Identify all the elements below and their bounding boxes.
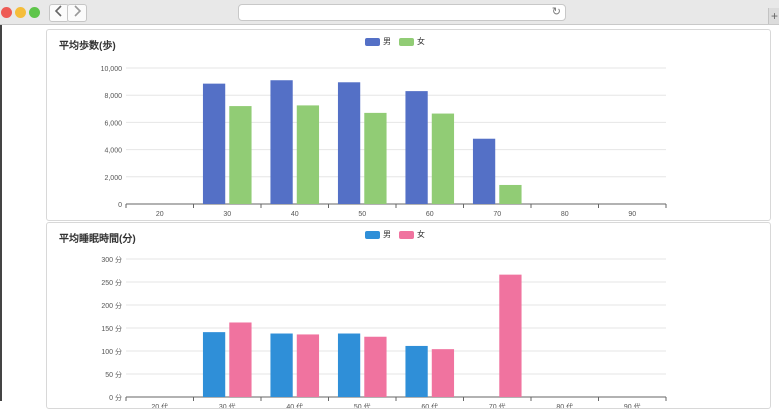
forward-button[interactable]	[67, 4, 87, 22]
x-tick-label: 50 代	[354, 402, 371, 408]
legend-swatch-female	[399, 37, 414, 46]
x-tick-label: 70	[493, 211, 501, 218]
bar-male[interactable]	[405, 91, 428, 204]
browser-titlebar: ↻ +	[0, 0, 779, 25]
legend-label-male: 男	[383, 230, 391, 239]
steps-chart-panel: 平均歩数(歩) 男 女 0 2,000 4,000 6,000 8,000 10,000 2…	[46, 29, 771, 221]
x-tick-label: 60 代	[421, 402, 438, 408]
sleep-chart-legend: 男 女	[365, 229, 433, 240]
bar-female[interactable]	[364, 336, 387, 397]
y-tick-label: 50 分	[105, 370, 122, 379]
bar-male[interactable]	[270, 80, 293, 204]
legend-swatch-male	[365, 230, 380, 239]
minimize-window-button[interactable]	[15, 7, 26, 18]
steps-bar-chart: 0 2,000 4,000 6,000 8,000 10,000 20 30 40 50 60 70 8…	[101, 66, 667, 218]
y-tick-label: 200 分	[101, 301, 122, 310]
sleep-chart-panel: 平均睡眠時間(分) 男 女 0 分 50 分 100 分 150 分 200 分 250 …	[46, 222, 771, 409]
y-tick-label: 150 分	[101, 324, 122, 333]
y-tick-label: 250 分	[101, 278, 122, 287]
steps-chart-legend: 男 女	[365, 36, 433, 47]
legend-swatch-male	[365, 37, 380, 46]
legend-item-female[interactable]: 女	[399, 36, 425, 47]
new-tab-button[interactable]: +	[768, 8, 779, 24]
legend-item-female[interactable]: 女	[399, 229, 425, 240]
x-tick-label: 40 代	[286, 402, 303, 408]
bar-female[interactable]	[431, 349, 455, 397]
bar-male[interactable]	[270, 333, 293, 397]
chevron-left-icon	[54, 5, 62, 17]
y-tick-label: 6,000	[104, 120, 122, 127]
x-tick-label: 30 代	[219, 402, 236, 408]
bar-female[interactable]	[499, 184, 522, 204]
y-tick-label: 4,000	[104, 148, 122, 155]
bar-male[interactable]	[202, 83, 226, 204]
bar-female[interactable]	[296, 105, 320, 204]
chevron-right-icon	[74, 5, 82, 17]
bar-female[interactable]	[229, 106, 252, 204]
sleep-bar-chart: 0 分 50 分 100 分 150 分 200 分 250 分 300 分 20 代 30 代…	[101, 255, 667, 408]
x-tick-label: 50	[358, 211, 366, 218]
reload-icon[interactable]: ↻	[551, 6, 561, 18]
bar-female[interactable]	[431, 113, 455, 204]
zoom-window-button[interactable]	[29, 7, 40, 18]
y-tick-label: 2,000	[104, 175, 122, 182]
x-tick-label: 90 代	[624, 402, 641, 408]
legend-swatch-female	[399, 230, 414, 239]
x-tick-label: 70 代	[489, 402, 506, 408]
y-tick-label: 0	[118, 202, 122, 209]
sleep-chart-title: 平均睡眠時間(分)	[59, 234, 136, 245]
x-tick-label: 30	[223, 211, 231, 218]
y-tick-label: 300 分	[101, 255, 122, 264]
y-tick-label: 10,000	[101, 66, 123, 73]
bar-female[interactable]	[229, 322, 252, 397]
steps-chart-title: 平均歩数(歩)	[59, 41, 116, 52]
legend-label-female: 女	[417, 230, 425, 239]
x-tick-label: 80 代	[556, 402, 573, 408]
x-tick-label: 80	[561, 211, 569, 218]
plus-icon: +	[770, 9, 778, 23]
legend-item-male[interactable]: 男	[365, 36, 391, 47]
y-tick-label: 8,000	[104, 93, 122, 100]
bar-male[interactable]	[405, 345, 428, 397]
y-tick-label: 0 分	[109, 393, 122, 402]
y-tick-label: 100 分	[101, 347, 122, 356]
x-tick-label: 40	[291, 211, 299, 218]
bar-female[interactable]	[364, 112, 387, 204]
bar-male[interactable]	[337, 82, 361, 204]
bar-male[interactable]	[472, 138, 496, 204]
x-tick-label: 60	[426, 211, 434, 218]
x-tick-label: 20	[156, 211, 164, 218]
x-tick-label: 20 代	[151, 402, 168, 408]
x-tick-label: 90	[628, 211, 636, 218]
bar-male[interactable]	[337, 333, 361, 397]
close-window-button[interactable]	[1, 7, 12, 18]
page-content: 平均歩数(歩) 男 女 0 2,000 4,000 6,000 8,000 10,000 2…	[0, 25, 779, 409]
back-button[interactable]	[49, 4, 69, 22]
bar-female[interactable]	[499, 274, 522, 397]
legend-item-male[interactable]: 男	[365, 229, 391, 240]
bar-male[interactable]	[202, 332, 226, 397]
legend-label-male: 男	[383, 37, 391, 46]
bar-female[interactable]	[296, 334, 320, 397]
legend-label-female: 女	[417, 37, 425, 46]
address-bar[interactable]: ↻	[238, 4, 566, 21]
